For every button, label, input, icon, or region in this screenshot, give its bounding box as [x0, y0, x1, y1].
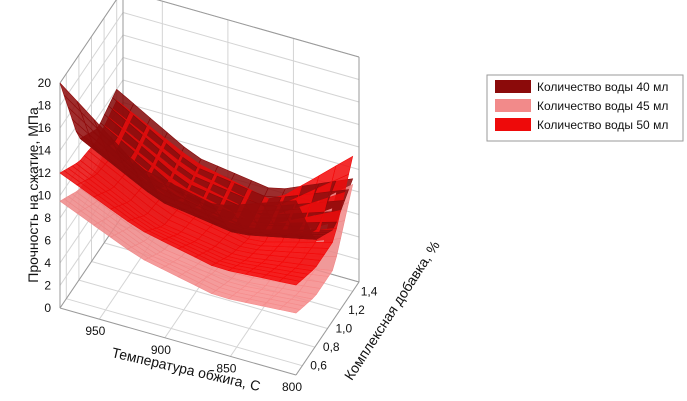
z-tick-label: 4 — [44, 256, 51, 270]
y-tick-label: 1,0 — [336, 322, 353, 336]
z-axis-title: Прочность на сжатие, МПа — [25, 107, 41, 283]
y-tick-label: 0,8 — [323, 340, 340, 354]
legend: Количество воды 40 мл Количество воды 45 … — [487, 75, 683, 141]
back-wall-gridline — [123, 13, 359, 80]
back-wall-gridline — [123, 0, 359, 57]
legend-items: Количество воды 40 мл Количество воды 45 … — [495, 80, 668, 132]
back-wall-gridline — [123, 35, 359, 102]
z-tick-label: 6 — [44, 234, 51, 248]
axis-frame-line — [123, 0, 359, 57]
x-tick-label: 950 — [85, 324, 105, 338]
legend-label: Количество воды 45 мл — [537, 99, 668, 113]
back-wall-gridline — [123, 58, 359, 125]
surfaces — [60, 83, 353, 313]
x-axis-title: Температура обжига, С — [110, 344, 262, 394]
legend-label: Количество воды 40 мл — [537, 80, 668, 94]
z-tick-label: 2 — [44, 279, 51, 293]
x-tick-label: 800 — [282, 380, 302, 394]
y-tick-label: 0,6 — [310, 359, 327, 373]
legend-swatch — [495, 80, 531, 93]
z-tick-label: 8 — [44, 211, 51, 225]
z-tick-label: 20 — [38, 76, 52, 90]
legend-label: Количество воды 50 мл — [537, 118, 668, 132]
legend-swatch — [495, 118, 531, 131]
y-tick-label: 1,4 — [361, 284, 378, 298]
legend-swatch — [495, 99, 531, 112]
z-tick-label: 0 — [44, 301, 51, 315]
y-tick-label: 1,2 — [348, 303, 365, 317]
